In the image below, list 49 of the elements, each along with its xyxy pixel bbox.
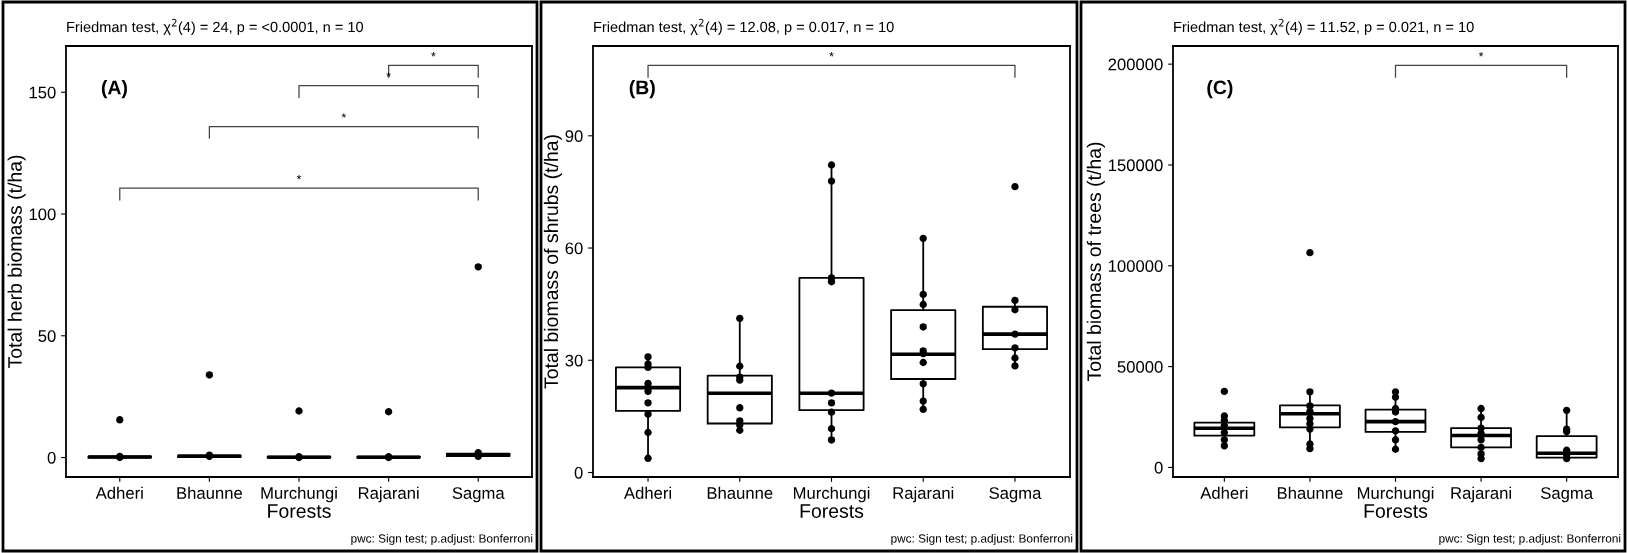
y-tick-label: 30 bbox=[565, 354, 583, 367]
x-tick-label: Murchungi bbox=[261, 486, 337, 503]
annotation: * bbox=[341, 113, 347, 118]
annotation: * bbox=[1478, 52, 1484, 57]
y-tick-label: 100000 bbox=[1108, 260, 1163, 272]
x-tick-label: Adheri bbox=[1200, 486, 1248, 499]
y-tick-label: 0 bbox=[47, 451, 56, 464]
x-tick-label: Sagma bbox=[452, 487, 505, 503]
y-tick-label: 0 bbox=[574, 466, 583, 479]
y-tick-label: 50 bbox=[38, 330, 56, 342]
x-tick-label: Bhaunne bbox=[707, 486, 773, 499]
y-tick-label: 150000 bbox=[1108, 159, 1163, 172]
text: pwc: Sign test; p.adjust: Bonferroni bbox=[1439, 533, 1621, 545]
annotation: * bbox=[431, 52, 436, 57]
y-tick-label: 50000 bbox=[1117, 361, 1163, 373]
chart-title: Friedman test, χ$^{2}$(4) = 11.52, p = 0.021, n = 10 bbox=[1174, 18, 1474, 36]
y-axis-title: Total herb biomass (t/ha) bbox=[7, 155, 26, 369]
x-tick-label: Sagma bbox=[989, 487, 1042, 503]
y-tick-label: 200000 bbox=[1108, 58, 1163, 71]
chart-title: Friedman test, χ$^{2}$(4) = 12.08, p = 0.017, n = 10 bbox=[594, 18, 894, 36]
y-tick-label: 0 bbox=[1154, 461, 1163, 474]
x-axis-title: Forests bbox=[800, 504, 864, 518]
x-tick-label: Bhaunne bbox=[177, 486, 243, 499]
x-tick-label: Bhaunne bbox=[1277, 486, 1343, 499]
x-tick-label: Adheri bbox=[623, 486, 672, 499]
x-axis-title: Forests bbox=[268, 504, 331, 518]
x-tick-label: Murchungi bbox=[793, 486, 870, 503]
x-tick-label: Murchungi bbox=[1357, 486, 1434, 503]
chart-title: Friedman test, χ$^{2}$(4) = 24, p = <0.0001, n = 10 bbox=[67, 18, 364, 36]
y-tick-label: 90 bbox=[565, 130, 583, 142]
text: pwc: Sign test; p.adjust: Bonferroni bbox=[891, 533, 1073, 545]
y-axis-title: Total biomass of shrubs (t/ha) bbox=[543, 135, 562, 389]
x-axis-title: Forests bbox=[1364, 504, 1428, 518]
y-tick-label: 100 bbox=[29, 208, 56, 221]
y-tick-label: 150 bbox=[29, 86, 56, 99]
annotation: * bbox=[386, 72, 391, 77]
annotation: (C) bbox=[1207, 80, 1233, 99]
y-tick-label: 60 bbox=[565, 242, 583, 255]
annotation: (B) bbox=[629, 80, 655, 99]
y-axis-title: Total biomass of trees (t/ha) bbox=[1086, 142, 1105, 382]
x-tick-label: Sagma bbox=[1541, 487, 1594, 503]
x-tick-label: Rajarani bbox=[1451, 486, 1511, 503]
x-tick-label: Rajarani bbox=[358, 486, 419, 503]
text: pwc: Sign test; p.adjust: Bonferroni bbox=[351, 533, 533, 545]
annotation: * bbox=[296, 174, 302, 180]
annotation: * bbox=[829, 52, 834, 57]
annotation: (A) bbox=[101, 80, 127, 99]
x-tick-label: Rajarani bbox=[893, 486, 954, 503]
x-tick-label: Adheri bbox=[95, 486, 143, 499]
